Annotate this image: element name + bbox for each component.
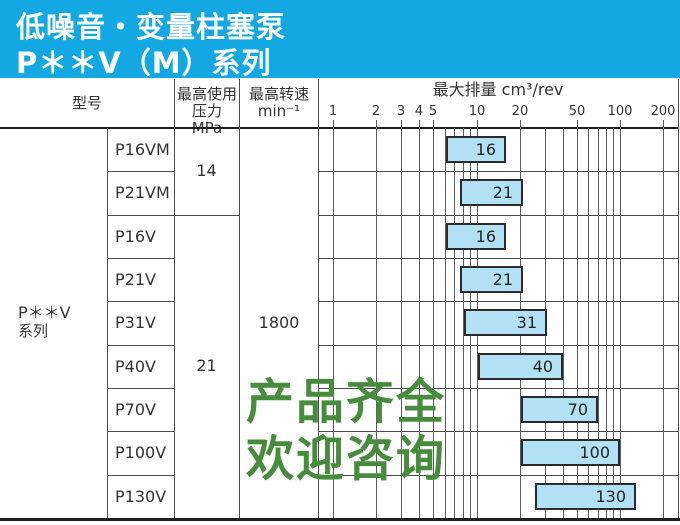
col-line-speed <box>239 79 240 518</box>
model-name: P16VM <box>115 140 170 159</box>
model-row-divider <box>107 301 174 302</box>
column-header-speed-line2: min⁻¹ <box>257 102 301 120</box>
chart-row-divider <box>318 301 678 302</box>
chart-row-divider <box>318 258 678 259</box>
model-name: P31V <box>115 313 156 332</box>
bar-value-label: 40 <box>532 357 553 376</box>
model-row-divider <box>107 215 174 216</box>
column-header-model: 型号 <box>71 94 102 112</box>
model-name: P21V <box>115 270 156 289</box>
bar-value-label: 21 <box>492 183 513 202</box>
chart-gridline-minor <box>606 128 607 518</box>
chart-axis-title: 最大排量 cm³/rev <box>432 80 564 99</box>
model-row-divider <box>107 171 174 172</box>
chart-row-divider <box>318 171 678 172</box>
column-header-pressure: 最高使用 压力 MPa <box>175 86 239 137</box>
model-name: P40V <box>115 357 156 376</box>
column-header-speed-line1: 最高转速 <box>248 85 309 103</box>
chart-gridline-major <box>433 120 434 518</box>
watermark-text: 产品齐全 欢迎咨询 <box>246 374 446 488</box>
axis-tick-label: 4 <box>414 104 424 119</box>
watermark-line2: 欢迎咨询 <box>246 431 447 487</box>
bar-value-label: 31 <box>516 313 537 332</box>
pressure-group-divider <box>174 215 239 216</box>
chart-gridline-minor <box>463 128 464 518</box>
axis-tick-label: 2 <box>371 104 381 119</box>
table-header-bottom-border <box>0 127 678 129</box>
chart-gridline-major <box>663 120 664 518</box>
column-header-pressure-line2: 压力 MPa <box>191 102 223 137</box>
displacement-bar: 31 <box>464 309 547 336</box>
bar-value-label: 100 <box>579 443 610 462</box>
table-bottom-border <box>0 518 680 521</box>
chart-gridline-major <box>620 120 621 518</box>
axis-tick-label: 5 <box>428 104 438 119</box>
chart-gridline-major <box>419 120 420 518</box>
column-header-pressure-line1: 最高使用 <box>176 85 237 103</box>
axis-tick-label: 10 <box>468 104 486 119</box>
bar-value-label: 70 <box>567 400 588 419</box>
axis-tick-label: 100 <box>607 104 633 119</box>
col-line-model <box>107 128 108 518</box>
watermark-line1: 产品齐全 <box>246 374 447 430</box>
bar-value-label: 130 <box>595 487 626 506</box>
pressure-value-14: 14 <box>196 161 217 180</box>
chart-gridline-minor <box>588 128 589 518</box>
displacement-bar: 21 <box>460 179 523 206</box>
series-label: P＊＊V 系列 <box>18 303 71 341</box>
model-name: P130V <box>115 487 167 506</box>
model-name: P100V <box>115 443 167 462</box>
chart-gridline-minor <box>598 128 599 518</box>
axis-tick-label: 1 <box>328 104 338 119</box>
model-name: P21VM <box>115 183 170 202</box>
displacement-bar: 70 <box>521 396 598 423</box>
displacement-bar: 130 <box>535 483 636 510</box>
chart-gridline-major <box>376 120 377 518</box>
displacement-bar: 21 <box>460 266 523 293</box>
model-row-divider <box>107 388 174 389</box>
axis-tick-label: 50 <box>568 104 586 119</box>
bar-value-label: 21 <box>492 270 513 289</box>
speed-value: 1800 <box>258 313 300 332</box>
chart-row-divider <box>318 388 678 389</box>
axis-tick-label: 3 <box>396 104 406 119</box>
axis-tick-label: 20 <box>511 104 529 119</box>
chart-row-divider <box>318 345 678 346</box>
chart-row-divider <box>318 215 678 216</box>
chart-row-divider <box>318 475 678 476</box>
col-line-pressure <box>174 79 175 518</box>
bar-value-label: 16 <box>475 227 496 246</box>
chart-gridline-minor <box>613 128 614 518</box>
chart-gridline-major <box>333 120 334 518</box>
model-row-divider <box>107 258 174 259</box>
series-label-line2: 系列 <box>18 322 49 340</box>
pressure-value-21: 21 <box>196 356 217 375</box>
displacement-bar: 16 <box>446 136 506 163</box>
page-title-line1: 低噪音・变量柱塞泵 <box>16 10 287 44</box>
chart-gridline-minor <box>454 128 455 518</box>
displacement-bar: 16 <box>446 223 506 250</box>
chart-row-divider <box>318 431 678 432</box>
chart-gridline-major <box>577 120 578 518</box>
series-label-line1: P＊＊V <box>18 303 71 322</box>
chart-gridline-minor <box>445 128 446 518</box>
column-header-speed: 最高转速 min⁻¹ <box>240 86 318 120</box>
table-right-border <box>678 79 679 518</box>
model-name: P16V <box>115 227 156 246</box>
chart-gridline-minor <box>563 128 564 518</box>
displacement-bar: 100 <box>521 439 620 466</box>
chart-gridline-major <box>401 120 402 518</box>
title-banner: 低噪音・变量柱塞泵 P＊＊V（M）系列 <box>0 0 680 80</box>
model-row-divider <box>107 431 174 432</box>
model-row-divider <box>107 345 174 346</box>
page-title-line2: P＊＊V（M）系列 <box>16 46 272 80</box>
model-name: P70V <box>115 400 156 419</box>
col-line-chart <box>318 79 319 518</box>
displacement-bar: 40 <box>478 353 563 380</box>
model-row-divider <box>107 475 174 476</box>
axis-tick-label: 200 <box>650 104 676 119</box>
bar-value-label: 16 <box>475 140 496 159</box>
